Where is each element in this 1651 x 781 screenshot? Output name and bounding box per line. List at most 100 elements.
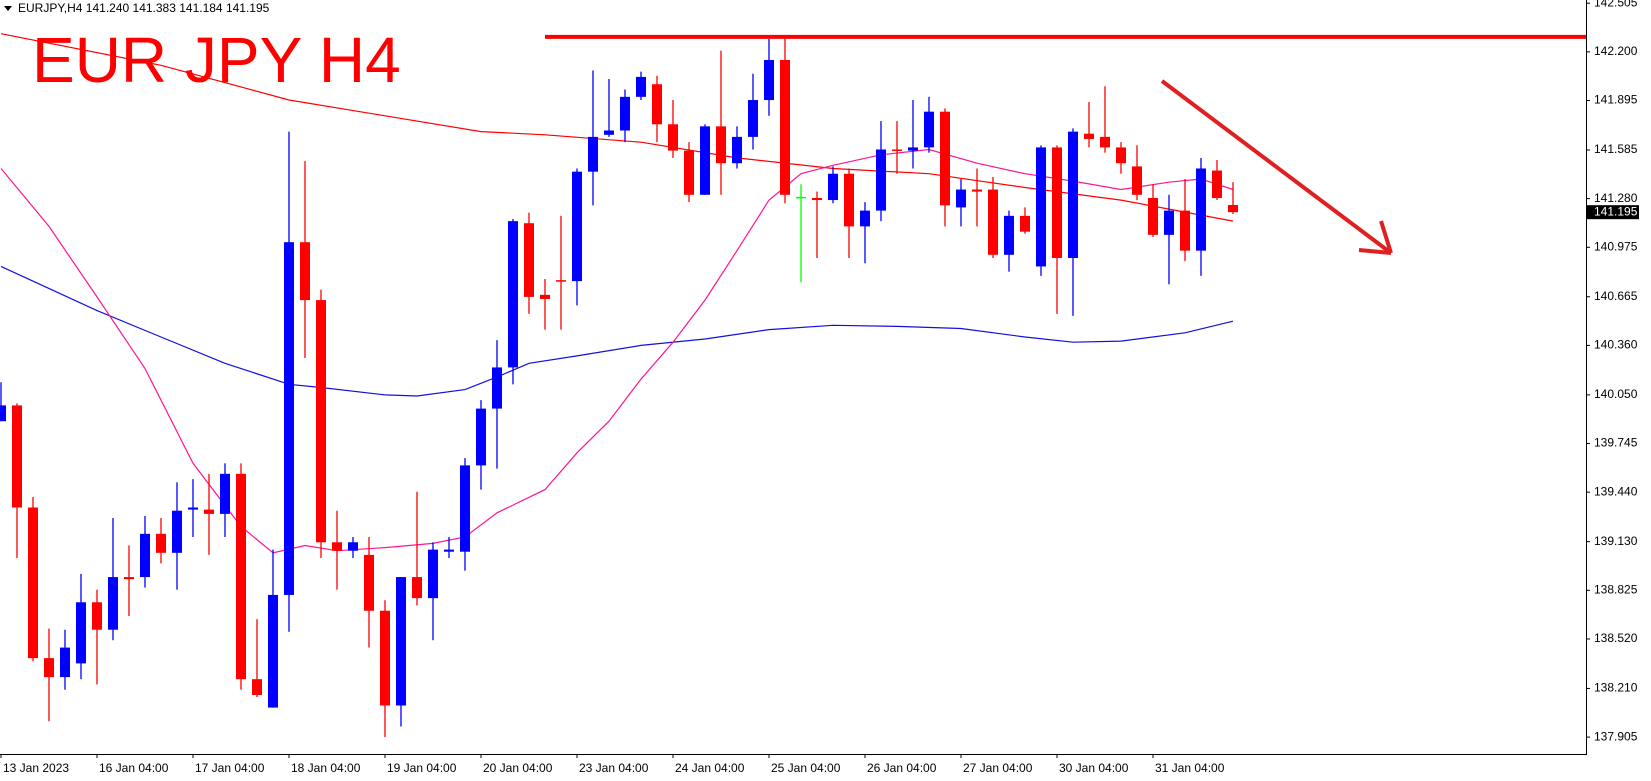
candle-body [732, 136, 742, 164]
y-tick-label: 138.210 [1594, 681, 1638, 695]
candle-body [860, 210, 870, 227]
candle-body [188, 507, 198, 510]
arrow-shaft [1160, 79, 1393, 255]
candle-body [220, 473, 230, 514]
y-tick-label: 140.665 [1594, 289, 1638, 303]
candle-body [636, 76, 646, 97]
candle-body [1052, 147, 1062, 258]
trend-arrow [1160, 79, 1393, 255]
arrow-head [1358, 248, 1392, 255]
candle-body [812, 197, 822, 201]
candle-body [364, 554, 374, 611]
candle-body [604, 130, 614, 135]
candle-body [1148, 197, 1158, 235]
candle-body [1100, 136, 1110, 148]
candle-body [572, 171, 582, 282]
y-tick-label: 141.895 [1594, 93, 1638, 107]
x-tick-label: 17 Jan 04:00 [195, 761, 265, 775]
candle-body [1116, 147, 1126, 164]
x-tick-label: 31 Jan 04:00 [1155, 761, 1225, 775]
y-tick-label: 139.130 [1594, 534, 1638, 548]
candle-body [108, 577, 118, 630]
chart-title: EUR JPY H4 [32, 24, 401, 96]
candle-body [828, 173, 838, 201]
y-tick-label: 140.360 [1594, 338, 1638, 352]
candle-body [588, 136, 598, 172]
candle-body [268, 594, 278, 708]
chart-header: EURJPY,H4 141.240 141.383 141.184 141.19… [18, 1, 270, 15]
candle-body [524, 223, 534, 297]
candle-body [156, 533, 166, 553]
candle-body [140, 533, 150, 578]
y-tick-label: 138.520 [1594, 631, 1638, 645]
moving-average [0, 265, 1234, 397]
candle-body [412, 577, 422, 599]
y-tick-label: 140.050 [1594, 387, 1638, 401]
candle-body [396, 577, 406, 706]
candle-body [28, 507, 38, 659]
candle-body [876, 149, 886, 211]
y-tick-label: 139.440 [1594, 484, 1638, 498]
x-tick-label: 18 Jan 04:00 [291, 761, 361, 775]
candle-body [620, 96, 630, 131]
candle-body [540, 294, 550, 299]
candle-body [316, 300, 326, 543]
candle-body [284, 242, 294, 595]
candle-body [124, 577, 134, 580]
candle-body [892, 149, 902, 151]
candle-body [1212, 170, 1222, 198]
candles [0, 38, 1238, 738]
candle-body [684, 150, 694, 195]
arrow-head [1379, 220, 1393, 254]
candle-body [60, 647, 70, 678]
candle-body [780, 59, 790, 195]
candle-body [700, 126, 710, 195]
x-tick-label: 20 Jan 04:00 [483, 761, 553, 775]
candle-body [12, 405, 22, 508]
y-tick-label: 142.505 [1594, 0, 1638, 9]
candle-body [252, 679, 262, 695]
candle-body [1196, 168, 1206, 251]
moving-average [0, 33, 1234, 222]
y-tick-label: 137.905 [1594, 729, 1638, 743]
candle-body [460, 465, 470, 552]
candle-body [972, 189, 982, 192]
candle-body [0, 405, 6, 422]
candle-body [76, 602, 86, 664]
candle-body [956, 189, 966, 208]
candle-body [300, 242, 310, 301]
x-tick-label: 19 Jan 04:00 [387, 761, 457, 775]
candle-body [908, 147, 918, 151]
y-tick-label: 141.280 [1594, 191, 1638, 205]
candle-body [716, 126, 726, 164]
candle-body [1164, 210, 1174, 235]
moving-average [0, 148, 1234, 554]
candle-body [1180, 210, 1190, 251]
y-tick-label: 141.585 [1594, 142, 1638, 156]
current-price-box [1587, 205, 1639, 220]
candle-body [92, 602, 102, 630]
candle-body [668, 124, 678, 151]
candle-body [44, 658, 54, 678]
candle-body [444, 549, 454, 552]
x-tick-label: 23 Jan 04:00 [579, 761, 649, 775]
candle-body [476, 408, 486, 466]
x-tick-label: 27 Jan 04:00 [963, 761, 1033, 775]
indicator-lines [0, 33, 1234, 554]
candle-body [428, 549, 438, 599]
candle-body [508, 221, 518, 368]
candle-body [1004, 215, 1014, 255]
candle-body [172, 510, 182, 553]
candle-body [1068, 131, 1078, 258]
candle-body [796, 196, 806, 199]
candle-body [204, 509, 214, 514]
x-tick-label: 25 Jan 04:00 [771, 761, 841, 775]
candle-body [1020, 215, 1030, 232]
candle-body [1228, 205, 1238, 213]
candle-body [1132, 166, 1142, 195]
candle-body [844, 173, 854, 227]
candle-body [652, 84, 662, 125]
